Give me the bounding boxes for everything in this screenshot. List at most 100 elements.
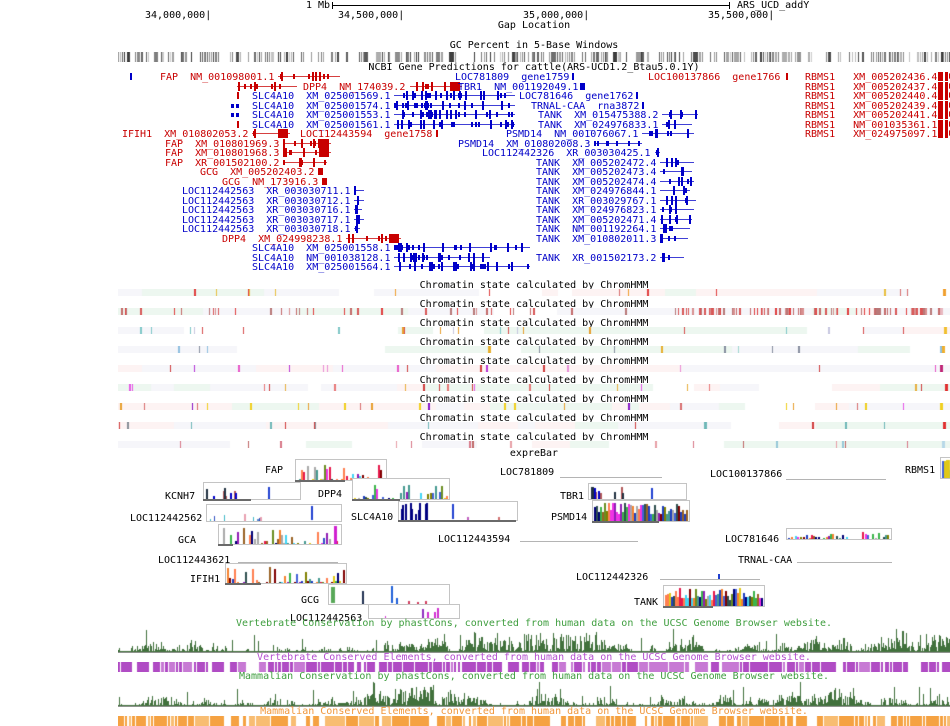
gene-label[interactable]: FAP XR_001502100.2: [165, 158, 280, 169]
exprebar-gene-label[interactable]: KCNH7: [165, 491, 196, 502]
gene-label[interactable]: SLC4A10 XM_025001574.1: [252, 101, 391, 112]
chromhmm-track-band[interactable]: [118, 422, 950, 429]
gene-glyph[interactable]: [660, 253, 684, 262]
exprebar-panel[interactable]: [398, 501, 518, 521]
gene-label[interactable]: FAP NM_001098001.1: [160, 72, 275, 83]
gene-glyph[interactable]: [318, 167, 323, 176]
gene-label[interactable]: TANK XM_010802011.3: [536, 234, 657, 245]
gene-glyph[interactable]: [660, 186, 690, 195]
exprebar-panel[interactable]: [225, 563, 347, 584]
chromhmm-track-band[interactable]: [118, 327, 950, 334]
gene-glyph[interactable]: [660, 177, 694, 186]
chromhmm-track-band[interactable]: [118, 403, 950, 410]
gene-label[interactable]: LOC781646 gene1762: [519, 91, 634, 102]
gene-label[interactable]: RBMS1 XM_005202440.4: [805, 91, 938, 102]
gene-label[interactable]: LOC100137866 gene1766: [648, 72, 781, 83]
gene-glyph[interactable]: [394, 91, 515, 100]
gene-glyph[interactable]: [662, 120, 692, 129]
gene-label[interactable]: TANK XM_005202474.4: [536, 177, 657, 188]
conserved-elements-track[interactable]: [118, 662, 950, 672]
gene-glyph[interactable]: [130, 72, 132, 81]
exprebar-gene-label[interactable]: LOC112443594: [438, 534, 511, 545]
gene-label[interactable]: RBMS1 NM_001035361.1: [805, 120, 938, 131]
exprebar-gene-label[interactable]: LOC112442326: [576, 572, 649, 583]
exprebar-gene-label[interactable]: TBR1: [560, 491, 585, 502]
gene-glyph[interactable]: [394, 253, 490, 262]
gene-glyph[interactable]: [346, 234, 401, 243]
gene-label[interactable]: PSMD14 XM_010802008.3: [458, 139, 591, 150]
gene-label[interactable]: TANK XM_005202471.4: [536, 215, 657, 226]
exprebar-gene-label[interactable]: LOC112443621: [158, 555, 231, 566]
gene-glyph[interactable]: [660, 205, 694, 214]
gene-glyph[interactable]: [938, 120, 950, 129]
gene-glyph[interactable]: [237, 120, 239, 129]
gene-label[interactable]: TANK NM_001192264.1: [536, 224, 657, 235]
gene-label[interactable]: LOC781809 gene1759: [455, 72, 570, 83]
gc-percent-track[interactable]: [118, 52, 950, 62]
chromhmm-track-band[interactable]: [118, 289, 950, 296]
gene-label[interactable]: SLC4A10 XM_025001558.1: [252, 243, 391, 254]
exprebar-flat-line[interactable]: [786, 479, 886, 480]
gene-label[interactable]: TANK XM_024976833.1: [538, 120, 659, 131]
gene-label[interactable]: SLC4A10 XM_025001553.1: [252, 110, 391, 121]
gene-glyph[interactable]: [636, 91, 638, 100]
gene-label[interactable]: SLC4A10 XM_025001564.1: [252, 262, 391, 273]
gene-glyph[interactable]: [410, 82, 462, 91]
gene-label[interactable]: TANK XR_001502173.2: [536, 253, 657, 264]
gene-glyph[interactable]: [655, 148, 660, 157]
gene-glyph[interactable]: [354, 224, 360, 233]
conservation-wiggle-track[interactable]: [118, 681, 950, 707]
gene-glyph[interactable]: [660, 158, 694, 167]
gene-glyph[interactable]: [252, 129, 290, 138]
gene-label[interactable]: LOC112442563 XR_003030718.1: [182, 224, 351, 235]
exprebar-panel[interactable]: [203, 482, 301, 500]
gene-glyph[interactable]: [660, 234, 688, 243]
exprebar-panel[interactable]: [352, 478, 450, 500]
gene-label[interactable]: TANK XM_015475388.2: [538, 110, 659, 121]
gene-label[interactable]: GCG NM_173916.3: [222, 177, 319, 188]
gene-glyph[interactable]: [394, 262, 530, 271]
gene-glyph[interactable]: [938, 91, 950, 100]
gene-glyph[interactable]: [580, 82, 585, 91]
gene-label[interactable]: SLC4A10 XM_025001561.1: [252, 120, 391, 131]
gene-glyph[interactable]: [354, 186, 364, 195]
gene-glyph[interactable]: [231, 101, 239, 110]
gene-label[interactable]: LOC112442563 XR_003030711.1: [182, 186, 351, 197]
exprebar-gene-label[interactable]: DPP4: [318, 489, 343, 500]
gene-label[interactable]: LOC112442563 XR_003030712.1: [182, 196, 351, 207]
exprebar-panel[interactable]: [206, 504, 342, 522]
gene-glyph[interactable]: [283, 139, 331, 148]
gene-glyph[interactable]: [938, 129, 950, 138]
gene-label[interactable]: DPP4 NM_174039.2: [303, 82, 406, 93]
exprebar-flat-line[interactable]: [560, 477, 662, 478]
exprebar-gene-label[interactable]: GCA: [178, 535, 197, 546]
chromhmm-track-band[interactable]: [118, 441, 950, 448]
exprebar-flat-line[interactable]: [238, 562, 338, 563]
gene-label[interactable]: LOC112442563 XR_003030716.1: [182, 205, 351, 216]
gene-glyph[interactable]: [354, 215, 364, 224]
exprebar-panel[interactable]: [295, 459, 387, 481]
gene-glyph[interactable]: [322, 177, 327, 186]
gene-glyph[interactable]: [938, 72, 950, 81]
exprebar-flat-line[interactable]: [660, 579, 760, 580]
gene-label[interactable]: TANK XM_005202473.4: [536, 167, 657, 178]
gene-glyph[interactable]: [660, 196, 696, 205]
exprebar-panel[interactable]: [218, 524, 342, 545]
gene-glyph[interactable]: [394, 243, 530, 252]
gene-glyph[interactable]: [394, 110, 515, 119]
gene-label[interactable]: LOC112442563 XR_003030717.1: [182, 215, 351, 226]
gene-glyph[interactable]: [237, 91, 239, 100]
gene-label[interactable]: TANK XM_005202472.4: [536, 158, 657, 169]
gene-glyph[interactable]: [660, 167, 692, 176]
gene-glyph[interactable]: [938, 101, 950, 110]
gene-glyph[interactable]: [394, 101, 515, 110]
gene-label[interactable]: RBMS1 XM_005202439.4: [805, 101, 938, 112]
chromhmm-track-band[interactable]: [118, 308, 950, 315]
gene-glyph[interactable]: [354, 196, 364, 205]
gene-label[interactable]: RBMS1 XM_005202436.4: [805, 72, 938, 83]
exprebar-gene-label[interactable]: LOC781809: [500, 467, 555, 478]
exprebar-gene-label[interactable]: RBMS1: [905, 465, 936, 476]
gene-label[interactable]: LOC112443594 gene1758: [300, 129, 433, 140]
exprebar-panel[interactable]: [588, 483, 687, 500]
gene-label[interactable]: LOC112442326 XR_003030425.1: [482, 148, 651, 159]
